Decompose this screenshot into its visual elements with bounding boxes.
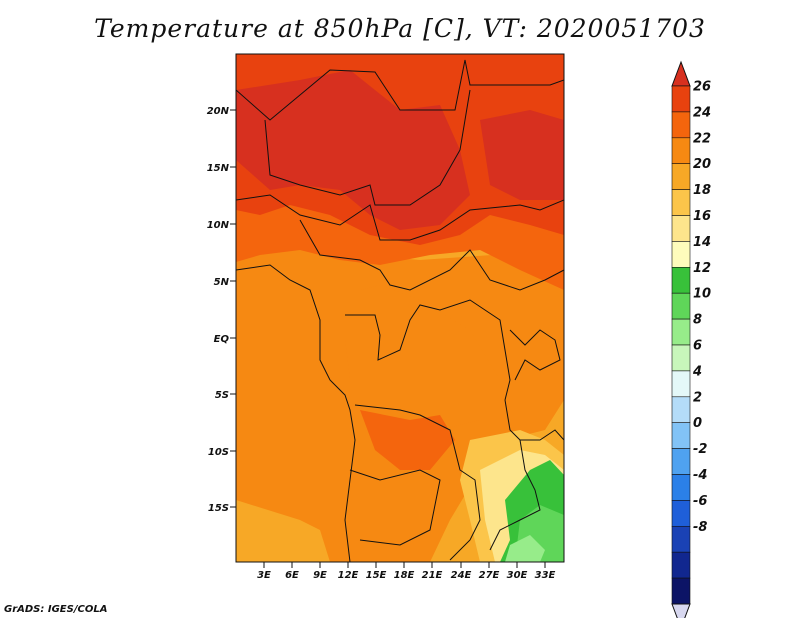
colorbar-label: 10 <box>693 287 711 302</box>
colorbar-label: 16 <box>693 209 711 224</box>
colorbar-label: 20 <box>693 157 711 172</box>
border-sahel <box>264 89 471 206</box>
lon-label: 21E <box>422 570 443 581</box>
lon-label: 30E <box>507 570 528 581</box>
border-congo <box>345 299 511 401</box>
colorbar-swatch <box>671 189 691 216</box>
latitude-axis: 20N 15N 10N 5N EQ 5S 10S 15S <box>207 106 236 514</box>
colorbar-swatch <box>671 292 691 320</box>
colorbar-swatch <box>671 215 691 242</box>
colorbar-swatch <box>671 396 691 423</box>
lat-label: 5N <box>214 277 230 288</box>
lon-label: 6E <box>285 570 299 581</box>
colorbar-label: 12 <box>693 261 711 276</box>
border-mid <box>236 194 564 241</box>
lon-label: 12E <box>338 570 359 581</box>
colorbar-swatch <box>671 500 691 527</box>
border-south <box>354 404 481 561</box>
field-t26-east <box>480 110 564 200</box>
colorbar-label: 18 <box>693 183 711 198</box>
border-malawi <box>489 439 541 551</box>
colorbar-arrow-bottom <box>671 603 691 618</box>
colorbar-swatch <box>671 241 691 268</box>
lon-label: 24E <box>451 570 472 581</box>
lat-label: 15S <box>208 503 229 514</box>
colorbar-label: 6 <box>693 339 702 354</box>
colorbar-swatch <box>671 577 691 605</box>
temperature-field <box>236 54 564 562</box>
colorbar-swatch <box>671 318 691 346</box>
border-east <box>504 399 564 441</box>
colorbar-swatch <box>671 422 691 449</box>
border-north <box>236 59 564 121</box>
colorbar-label: 4 <box>692 364 702 379</box>
colorbar-swatch <box>671 344 691 372</box>
credit-text: GrADS: IGES/COLA <box>4 604 108 615</box>
country-borders <box>236 59 564 562</box>
border-central <box>299 219 564 291</box>
colorbar-swatch <box>671 137 691 165</box>
coastline-west <box>236 264 356 562</box>
colorbar-arrow-top <box>671 60 691 87</box>
border-lakes <box>509 329 561 381</box>
colorbar-swatch <box>671 448 691 475</box>
lat-label: 10S <box>208 447 229 458</box>
lat-label: 15N <box>207 163 230 174</box>
colorbar-label: 14 <box>693 235 711 250</box>
lon-label: 9E <box>313 570 327 581</box>
lon-label: 15E <box>366 570 387 581</box>
colorbar-label: -8 <box>693 520 707 535</box>
colorbar-label: 24 <box>693 105 711 120</box>
colorbar-swatch <box>671 525 691 553</box>
lon-label: 3E <box>257 570 271 581</box>
lon-label: 27E <box>479 570 500 581</box>
colorbar-label: -6 <box>693 494 707 509</box>
field-t20-east <box>345 285 500 430</box>
colorbar-swatch <box>671 85 691 113</box>
colorbar-swatch <box>671 163 691 190</box>
colorbar-swatch <box>671 474 691 501</box>
colorbar-label: -2 <box>693 442 707 457</box>
lon-label: 18E <box>394 570 415 581</box>
colorbar-label: 0 <box>693 416 702 431</box>
colorbar-swatch <box>671 266 691 294</box>
colorbar-swatch <box>671 111 691 139</box>
colorbar-label: -4 <box>693 468 707 483</box>
map-frame <box>235 53 565 563</box>
lat-label: 20N <box>207 106 230 117</box>
lon-label: 33E <box>535 570 556 581</box>
colorbar-swatch <box>671 370 691 398</box>
colorbar-label: 26 <box>693 80 711 95</box>
chart-title: Temperature at 850hPa [C], VT: 202005170… <box>94 14 706 43</box>
lat-label: EQ <box>214 334 230 345</box>
colorbar-label: 8 <box>693 313 702 328</box>
colorbar-label: 2 <box>693 390 702 405</box>
longitude-axis: 3E 6E 9E 12E 15E 18E 21E 24E 27E 30E 33E <box>257 562 556 581</box>
colorbar-label: 22 <box>693 131 711 146</box>
lat-label: 5S <box>215 390 229 401</box>
colorbar-swatch <box>671 551 691 579</box>
lat-label: 10N <box>207 220 230 231</box>
field-t8 <box>505 535 545 562</box>
field-t22-south <box>360 410 455 470</box>
border-angola <box>349 469 441 546</box>
